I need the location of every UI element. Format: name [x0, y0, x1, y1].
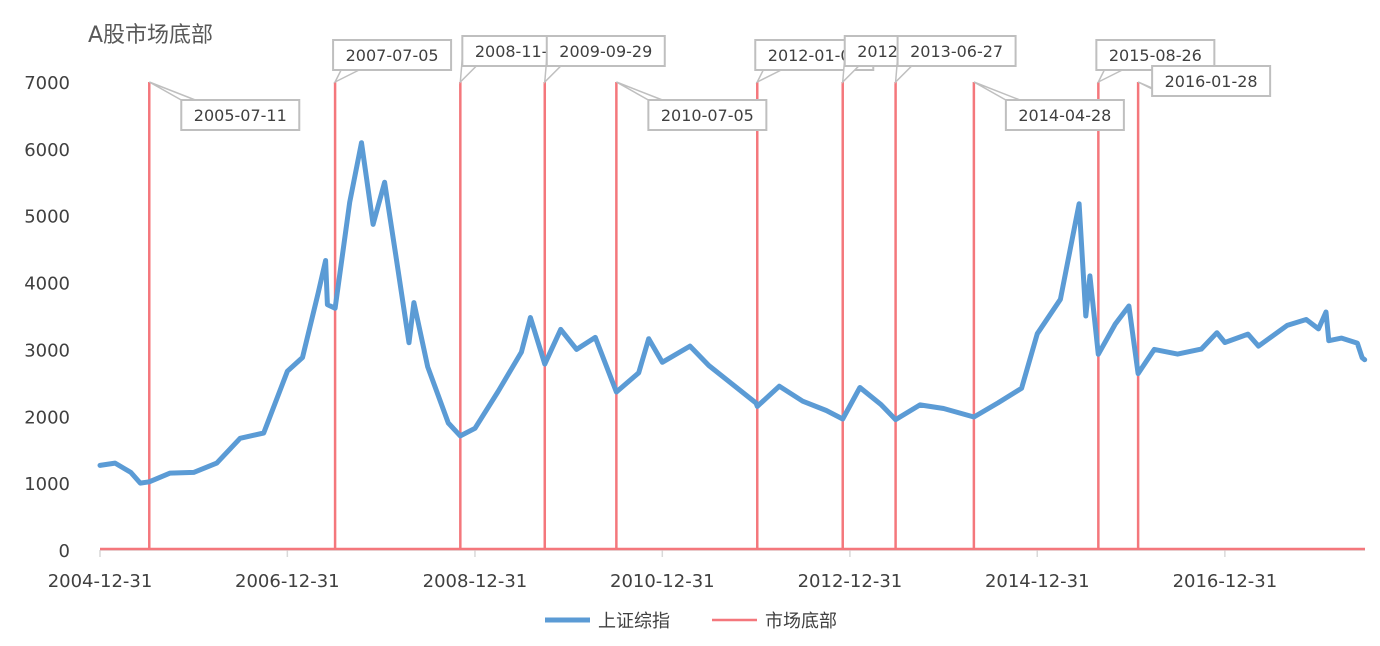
callout-pointer — [973, 81, 1021, 101]
callout-box — [896, 35, 1017, 67]
callout: 2013-06-27 — [894, 35, 1017, 84]
callout: 2005-07-11 — [148, 81, 301, 131]
y-tick-label: 1000 — [24, 474, 70, 495]
callout-label: 2007-07-05 — [346, 46, 439, 65]
x-tick-label: 2004-12-31 — [48, 571, 153, 592]
legend-label-index: 上证综指 — [598, 611, 670, 632]
callout-label: 2015-08-26 — [1109, 46, 1202, 65]
index-series-line — [97, 140, 1368, 486]
callout-label: 2012-01-05 — [768, 46, 861, 65]
callout-box — [1004, 99, 1125, 131]
y-tick-label: 6000 — [24, 140, 70, 161]
callout-box — [180, 99, 301, 131]
callout-label: 2008-11-04 — [475, 42, 568, 61]
callout: 2009-09-29 — [543, 35, 666, 84]
callout-box — [332, 39, 453, 71]
callout-box — [1151, 65, 1272, 97]
callout-label: 2013-06-27 — [910, 42, 1003, 61]
y-tick-label: 3000 — [24, 340, 70, 361]
x-tick-label: 2014-12-31 — [985, 571, 1090, 592]
x-tick-label: 2010-12-31 — [610, 571, 715, 592]
callout-box — [545, 35, 666, 67]
callout-label: 2010-07-05 — [661, 106, 754, 125]
callout: 2007-07-05 — [332, 39, 453, 84]
callout-label: 2009-09-29 — [559, 42, 652, 61]
y-tick-label: 0 — [59, 541, 70, 562]
callout: 2010-07-05 — [616, 81, 768, 131]
callout-label: 2005-07-11 — [194, 106, 287, 125]
legend-label-bottom: 市场底部 — [765, 611, 837, 632]
x-tick-label: 2016-12-31 — [1173, 571, 1278, 592]
callout-label: 2016-01-28 — [1165, 72, 1258, 91]
callout-pointer — [616, 81, 663, 101]
callout-pointer — [148, 81, 196, 101]
y-tick-label: 2000 — [24, 407, 70, 428]
callout: 2014-04-28 — [973, 81, 1125, 131]
callout: 2016-01-28 — [1137, 65, 1272, 97]
callout-label: 2014-04-28 — [1018, 106, 1111, 125]
x-tick-label: 2008-12-31 — [423, 571, 528, 592]
x-tick-label: 2012-12-31 — [798, 571, 903, 592]
x-tick-label: 2006-12-31 — [235, 571, 340, 592]
y-tick-label: 4000 — [24, 274, 70, 295]
y-tick-label: 5000 — [24, 207, 70, 228]
y-tick-label: 7000 — [24, 73, 70, 94]
chart-title: A股市场底部 — [88, 23, 213, 48]
callout-box — [647, 99, 768, 131]
